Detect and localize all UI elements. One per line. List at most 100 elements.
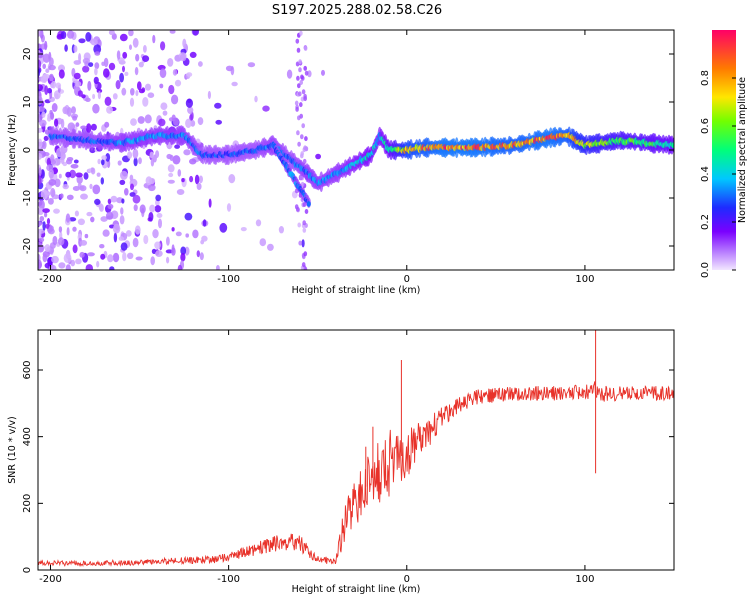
- spectrogram-noise-cell: [134, 67, 139, 76]
- spectrogram-noise-cell: [112, 223, 121, 234]
- spectrogram-noise-cell: [214, 102, 222, 109]
- spectrogram-noise-cell: [39, 216, 45, 222]
- spectrogram-noise-cell: [65, 264, 71, 270]
- spectrogram-noise-cell: [299, 30, 303, 36]
- spectrogram-noise-cell: [119, 33, 128, 42]
- spectrogram-noise-cell: [304, 70, 309, 76]
- spectrogram-noise-cell: [299, 113, 304, 119]
- spectrogram-noise-cell: [315, 153, 321, 160]
- spectrogram-noise-cell: [97, 158, 101, 165]
- colorbar: 0.0 0.2 0.4 0.6 0.8 Normalized spectral ampl…: [700, 30, 748, 278]
- spectrogram-y-axis: -20 -10 0 10 20: [22, 48, 674, 254]
- spectrogram-noise-cell: [174, 79, 182, 87]
- spectrogram-noise-cell: [132, 237, 139, 248]
- spectrogram-noise-cell: [54, 118, 59, 127]
- spectrogram-noise-cell: [137, 116, 145, 124]
- spectrogram-noise-cell: [47, 198, 54, 205]
- spectrogram-noise-cell: [184, 212, 193, 221]
- spectrogram-noise-cell: [259, 238, 267, 247]
- spectrogram-noise-cell: [104, 96, 112, 107]
- colorbar-ticks: 0.0 0.2 0.4 0.6 0.8: [700, 70, 736, 278]
- spectrogram-noise-cell: [74, 210, 79, 217]
- spectrogram-frame: [37, 29, 675, 271]
- spectrogram-noise-cell: [130, 88, 135, 96]
- spectrogram-noise-cell: [94, 67, 98, 76]
- spectrogram-noise-cell: [296, 130, 300, 136]
- spectrogram-noise-cell: [103, 68, 110, 78]
- spectrogram-noise-cell: [240, 227, 247, 232]
- spectrogram-noise-cell: [42, 140, 47, 150]
- snr-frame: [37, 329, 675, 571]
- spectrogram-noise-cell: [76, 175, 83, 184]
- spectrogram-noise-cell: [154, 205, 162, 213]
- spectrogram-noise-cell: [144, 114, 152, 124]
- spectrogram-noise-cell: [300, 151, 305, 157]
- spectrogram-noise-cell: [73, 159, 79, 164]
- spectrogram-noise-cell: [300, 134, 304, 140]
- spectrogram-noise-cell: [108, 30, 115, 36]
- spectrogram-noise-cell: [38, 43, 42, 49]
- spectrogram-noise-cell: [90, 216, 95, 223]
- spectrogram-noise-cell: [50, 187, 56, 198]
- spectrogram-noise-cell: [303, 93, 307, 99]
- spectrogram-noise-cell: [301, 262, 306, 268]
- spectrogram-noise-cell: [299, 102, 303, 108]
- spectrogram-noise-cell: [58, 69, 65, 79]
- spectrogram-noise-cell: [139, 204, 146, 214]
- spectrogram-noise-cell: [84, 61, 90, 67]
- spectrogram-noise-cell: [125, 230, 132, 237]
- spectrogram-noise-cell: [148, 212, 154, 222]
- spectrogram-xlabel: Height of straight line (km): [292, 285, 421, 296]
- spectrogram-noise-cell: [132, 148, 139, 159]
- spectrogram-noise-cell: [295, 106, 299, 112]
- spectrogram-noise-cell: [38, 152, 43, 160]
- spectrogram-noise-cell: [296, 206, 300, 212]
- spectrogram-noise-cell: [112, 252, 120, 263]
- spectrogram-noise-cell: [45, 68, 50, 73]
- spectrogram-noise-cell: [115, 80, 121, 90]
- colorbar-label: Normalized spectral amplitude: [737, 77, 748, 223]
- spectrogram-noise-cell: [307, 70, 312, 78]
- spectrogram-noise-cell: [130, 118, 137, 126]
- spectrogram-noise-cell: [120, 242, 128, 251]
- spectrogram-noise-cell: [278, 226, 284, 234]
- spectrogram-noise-cell: [298, 59, 302, 65]
- spectrogram-noise-cell: [254, 95, 258, 103]
- spectrogram-noise-cell: [78, 53, 82, 63]
- spectrogram-noise-cell: [46, 157, 52, 167]
- spectrogram-noise-cell: [100, 177, 105, 185]
- spectrogram-noise-cell: [172, 155, 181, 165]
- spectrogram-noise-cell: [152, 229, 159, 239]
- spectrogram-noise-cell: [124, 71, 129, 76]
- spectrogram-noise-cell: [148, 184, 156, 192]
- spectrogram-noise-cell: [80, 125, 87, 130]
- spectrogram-noise-cell: [180, 246, 187, 255]
- spectrogram-noise-cell: [302, 158, 307, 164]
- spectrogram-noise-cell: [55, 82, 62, 89]
- spectrogram-noise-cell: [106, 106, 113, 114]
- spectrogram-noise-cell: [120, 207, 124, 215]
- spectrogram-noise-cell: [38, 237, 45, 243]
- spectrogram-noise-cell: [87, 252, 95, 257]
- spectrogram-noise-cell: [38, 229, 42, 239]
- spectrogram-noise-cell: [158, 118, 166, 127]
- spectrogram-x-axis: -200 -100 0 100: [39, 30, 594, 285]
- spectrogram-noise-cell: [159, 68, 167, 79]
- spectrogram-noise-cell: [119, 179, 126, 185]
- spectrogram-noise-cell: [186, 72, 193, 77]
- x-tick-label: -100: [217, 574, 240, 585]
- spectrogram-noise-cell: [74, 81, 82, 87]
- spectrogram-noise-cell: [53, 208, 60, 214]
- spectrogram-noise-cell: [122, 252, 127, 262]
- spectrogram-noise-cell: [192, 30, 199, 36]
- spectrogram-noise-cell: [303, 251, 308, 257]
- spectrogram-noise-cell: [48, 57, 54, 67]
- spectrogram-noise-cell: [160, 41, 166, 51]
- spectrogram-noise-cell: [194, 174, 200, 185]
- spectrogram-noise-cell: [130, 183, 134, 191]
- spectrogram-noise-cell: [80, 193, 88, 200]
- spectrogram-noise-cell: [43, 135, 49, 141]
- spectrogram-noise-cell: [92, 93, 96, 100]
- spectrogram-noise-cell: [145, 176, 153, 186]
